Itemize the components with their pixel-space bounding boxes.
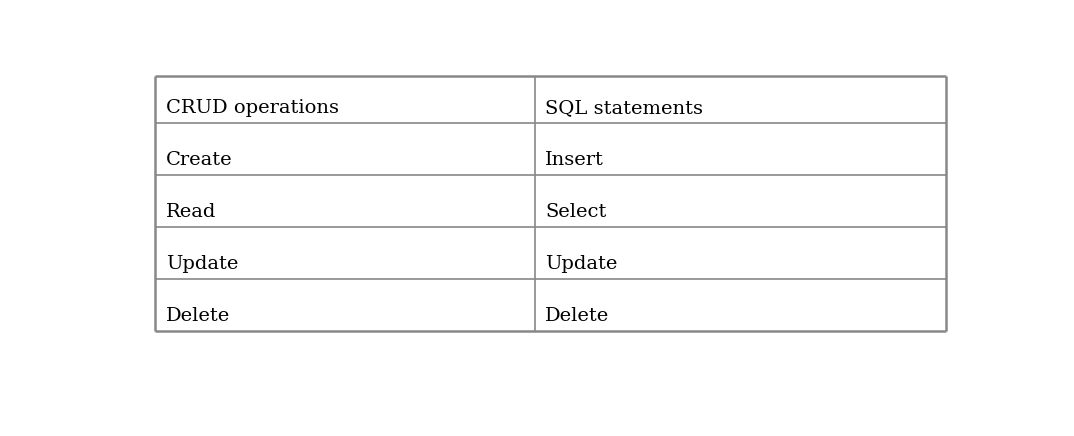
Bar [155, 175, 535, 227]
Text: Read: Read [165, 203, 216, 221]
Text: Update: Update [165, 255, 238, 273]
Text: Delete: Delete [165, 307, 230, 325]
Text: Insert: Insert [546, 151, 605, 169]
Text: SQL statements: SQL statements [546, 99, 703, 117]
Text: Delete: Delete [546, 307, 610, 325]
Text: Update: Update [546, 255, 618, 273]
Bar [535, 76, 946, 123]
Bar [535, 279, 946, 331]
Text: Select: Select [546, 203, 607, 221]
Bar [535, 227, 946, 279]
Bar [535, 123, 946, 175]
Bar [155, 279, 535, 331]
Bar [155, 227, 535, 279]
Bar [155, 123, 535, 175]
Text: CRUD operations: CRUD operations [165, 99, 339, 117]
Text: Create: Create [165, 151, 232, 169]
Bar [535, 175, 946, 227]
Bar [155, 76, 535, 123]
